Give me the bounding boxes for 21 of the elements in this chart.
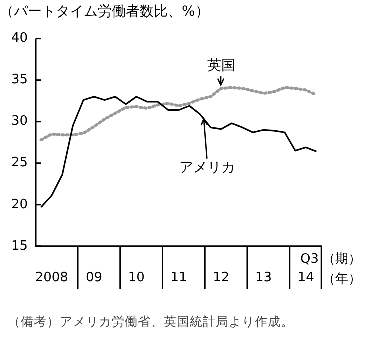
y-tick-label: 35 — [11, 72, 28, 88]
y-tick-label: 30 — [11, 114, 28, 130]
x-tick-label: 13 — [255, 270, 272, 286]
x-tick-label: 09 — [86, 270, 103, 286]
series-label: 英国 — [207, 58, 236, 74]
x-tick-label: 14 — [298, 270, 314, 286]
text: （期） — [322, 252, 362, 267]
y-tick-label: 40 — [11, 31, 28, 46]
y-tick-label: 25 — [11, 156, 28, 171]
text: （年） — [322, 272, 362, 287]
line-series — [40, 86, 318, 142]
text: （備考）アメリカ労働省、英国統計局より作成。 — [8, 314, 294, 331]
x-tick-label: 2008 — [35, 270, 68, 286]
x-tick-label: 11 — [170, 270, 188, 286]
x-tick-label: 10 — [128, 270, 145, 286]
text: アメリカ — [180, 160, 236, 176]
x-tick-label: 12 — [213, 270, 230, 286]
chart-title: （パートタイム労働者数比、%） — [0, 4, 210, 20]
text: Q3 — [300, 252, 319, 267]
y-tick-label: 20 — [11, 197, 28, 212]
y-tick-label: 15 — [11, 238, 28, 254]
